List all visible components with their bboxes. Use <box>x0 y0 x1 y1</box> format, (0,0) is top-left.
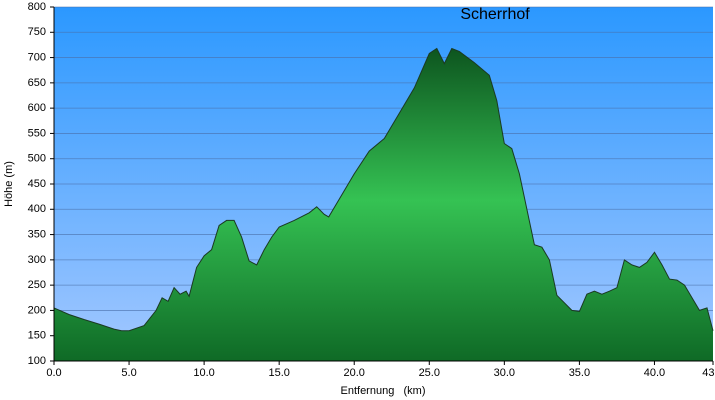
y-tick-label: 800 <box>28 1 46 13</box>
x-tick-label: 20.0 <box>344 367 365 379</box>
x-tick-label: 5.0 <box>121 367 136 379</box>
y-axis-label: Höhe (m) <box>3 161 15 207</box>
x-tick-label: 35.0 <box>569 367 590 379</box>
y-tick-label: 550 <box>28 127 46 139</box>
y-tick-label: 400 <box>28 203 46 215</box>
x-tick-label: 0.0 <box>46 367 61 379</box>
x-tick-label: 15.0 <box>268 367 289 379</box>
x-axis-label: Entfernung (km) <box>341 385 426 397</box>
x-tick-label: 30.0 <box>494 367 515 379</box>
y-tick-label: 650 <box>28 77 46 89</box>
y-tick-label: 300 <box>28 254 46 266</box>
y-tick-label: 150 <box>28 330 46 342</box>
y-tick-label: 450 <box>28 178 46 190</box>
area <box>54 48 713 361</box>
y-tick-label: 200 <box>28 304 46 316</box>
x-tick-label: 25.0 <box>419 367 440 379</box>
y-tick-label: 500 <box>28 153 46 165</box>
x-tick-label: 10.0 <box>193 367 214 379</box>
x-tick-label: 40.0 <box>644 367 665 379</box>
outline <box>53 47 714 332</box>
y-tick-label: 100 <box>28 355 46 367</box>
y-tick-label: 600 <box>28 102 46 114</box>
x-tick-label: 43.9 <box>702 367 715 379</box>
y-tick-label: 700 <box>28 51 46 63</box>
y-tick-label: 250 <box>28 279 46 291</box>
y-tick-label: 350 <box>28 228 46 240</box>
y-tick-label: 750 <box>28 26 46 38</box>
chart-title: Scherrhof <box>460 6 530 23</box>
